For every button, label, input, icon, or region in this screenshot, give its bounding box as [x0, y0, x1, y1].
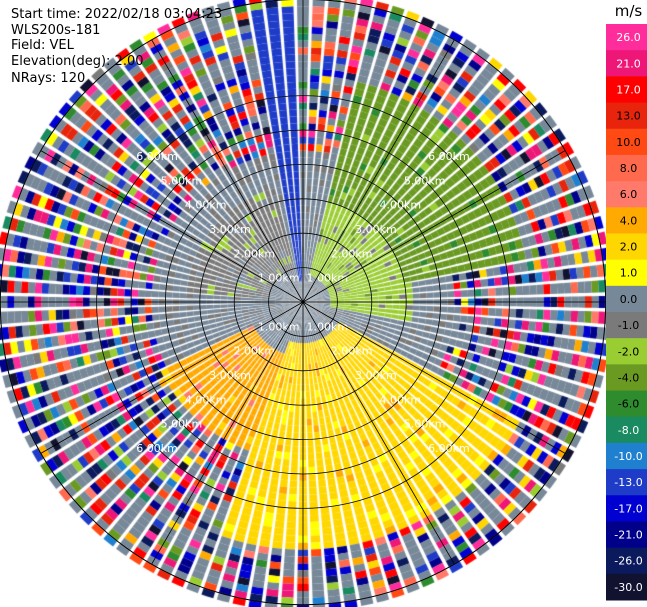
range-ring-label-nw: 5.00km [161, 174, 203, 187]
azimuth-spoke [302, 301, 455, 565]
colorbar-swatch [606, 495, 647, 522]
range-ring-label-se: 2.00km [331, 345, 373, 358]
colorbar-tick-label: -30.0 [614, 581, 642, 594]
azimuth-spoke [40, 150, 304, 303]
colorbar-swatch [606, 233, 647, 261]
range-ring-label-se: 1.00km [307, 320, 349, 333]
range-ring-label-sw: 1.00km [258, 320, 300, 333]
range-ring-label-ne: 2.00km [331, 247, 373, 260]
colorbar-tick-label: 10.0 [616, 136, 641, 149]
azimuth-spoke [40, 301, 304, 454]
range-ring-label-ne: 4.00km [380, 199, 422, 212]
range-ring-label-nw: 6.00km [136, 150, 178, 163]
colorbar-tick-label: 26.0 [616, 31, 641, 44]
colorbar-swatch [606, 521, 647, 549]
range-ring-label-se: 6.00km [428, 442, 470, 455]
field-label: Field: VEL [11, 38, 74, 53]
range-ring-label-ne: 5.00km [404, 174, 446, 187]
colorbar-swatch [606, 573, 647, 601]
colorbar-swatch [606, 442, 647, 470]
start-time-label: Start time: 2022/02/18 03:04:23 [11, 7, 223, 22]
colorbar-swatch [606, 259, 647, 287]
colorbar-swatch [606, 128, 647, 156]
colorbar-tick-label: 6.0 [620, 188, 638, 201]
azimuth-spoke [151, 39, 304, 303]
colorbar-swatch [606, 76, 647, 104]
range-ring-label-sw: 6.00km [136, 442, 178, 455]
colorbar-tick-label: -26.0 [614, 555, 642, 568]
azimuth-spoke [302, 39, 455, 303]
colorbar-tick-label: -21.0 [614, 529, 642, 542]
range-ring-label-sw: 3.00km [209, 369, 251, 382]
colorbar-tick-label: 13.0 [616, 110, 641, 123]
colorbar-tick-label: -10.0 [614, 450, 642, 463]
range-ring-label-nw: 1.00km [258, 272, 300, 285]
colorbar-swatch [606, 364, 647, 392]
colorbar-swatch [606, 312, 647, 339]
instrument-label: WLS200s-181 [11, 23, 101, 38]
range-ring-label-ne: 6.00km [428, 150, 470, 163]
colorbar-swatch [606, 181, 647, 208]
colorbar-tick-label: -6.0 [618, 398, 639, 411]
colorbar-swatch [606, 469, 647, 496]
colorbar-tick-label: 21.0 [616, 57, 641, 70]
range-ring-label-se: 3.00km [355, 369, 397, 382]
range-ring-label-ne: 1.00km [307, 272, 349, 285]
colorbar-tick-label: -8.0 [618, 424, 639, 437]
colorbar-tick-label: -4.0 [618, 371, 639, 384]
range-ring-label-sw: 4.00km [185, 393, 227, 406]
colorbar-tick-label: -2.0 [618, 345, 639, 358]
colorbar-swatch [606, 338, 647, 365]
colorbar-tick-label: -17.0 [614, 502, 642, 515]
colorbar-tick-label: -1.0 [618, 319, 639, 332]
colorbar-tick-label: 2.0 [620, 241, 638, 254]
colorbar-tick-label: -13.0 [614, 476, 642, 489]
colorbar-swatch [606, 50, 647, 77]
range-ring-label-se: 4.00km [380, 393, 422, 406]
colorbar-swatch [606, 154, 647, 182]
azimuth-spoke [151, 301, 304, 565]
range-ring-label-nw: 4.00km [185, 199, 227, 212]
elevation-label: Elevation(deg): 2.00 [11, 54, 144, 69]
range-ring-label-nw: 2.00km [234, 247, 276, 260]
azimuth-spoke [302, 150, 566, 303]
azimuth-spoke [302, 301, 566, 454]
range-ring-label-ne: 3.00km [355, 223, 397, 236]
colorbar-tick-label: 0.0 [620, 293, 638, 306]
colorbar-tick-label: 4.0 [620, 214, 638, 227]
range-ring-label-sw: 5.00km [161, 418, 203, 431]
range-ring-label-se: 5.00km [404, 418, 446, 431]
colorbar-swatch [606, 547, 647, 575]
colorbar-tick-label: 17.0 [616, 83, 641, 96]
colorbar-tick-label: 8.0 [620, 162, 638, 175]
colorbar-swatch [606, 24, 647, 51]
colorbar-swatch [606, 102, 647, 130]
colorbar-swatch [606, 416, 647, 444]
nrays-label: NRays: 120 [11, 71, 86, 86]
colorbar-tick-label: 1.0 [620, 267, 638, 280]
colorbar-swatch [606, 285, 647, 313]
range-ring-label-sw: 2.00km [234, 345, 276, 358]
colorbar-swatch [606, 390, 647, 418]
range-ring-label-nw: 3.00km [209, 223, 251, 236]
colorbar-swatch [606, 207, 647, 234]
colorbar-unit: m/s [614, 2, 643, 20]
